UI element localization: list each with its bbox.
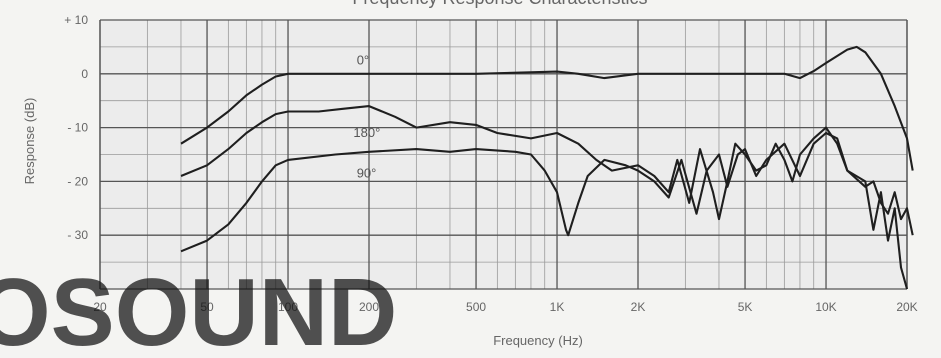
x-tick-label: 20 xyxy=(93,300,107,314)
series-line-3 xyxy=(180,131,909,290)
y-tick-label: - 20 xyxy=(67,174,88,188)
y-tick-labels: + 10 0 - 10 - 20 - 30 xyxy=(64,13,88,242)
y-axis-label: Response (dB) xyxy=(22,98,37,185)
series-lines xyxy=(180,45,914,290)
x-tick-label: 20K xyxy=(896,300,917,314)
x-tick-label: 5K xyxy=(738,300,753,314)
x-tick-label: 1K xyxy=(550,300,565,314)
watermark-logo: OSOUND xyxy=(0,259,397,353)
series-line-1 xyxy=(180,45,914,171)
series-labels: 0° 180° 90° xyxy=(353,52,380,180)
x-tick-label: 50 xyxy=(200,300,214,314)
x-tick-label: 2K xyxy=(631,300,646,314)
y-tick-label: - 10 xyxy=(67,121,88,135)
y-tick-label: 0 xyxy=(81,67,88,81)
x-tick-label: 10K xyxy=(815,300,836,314)
chart-title: Frequency Response Characteristics xyxy=(352,0,647,8)
series-label-2: 180° xyxy=(353,125,380,140)
x-tick-label: 500 xyxy=(466,300,486,314)
y-tick-label: + 10 xyxy=(64,13,88,27)
x-tick-label: 200 xyxy=(359,300,379,314)
x-tick-label: 100 xyxy=(278,300,298,314)
y-tick-label: - 30 xyxy=(67,228,88,242)
x-axis-label: Frequency (Hz) xyxy=(493,333,583,348)
series-label-3: 90° xyxy=(357,165,377,180)
series-label-1: 0° xyxy=(357,52,369,67)
x-tick-labels: 20 50 100 200 500 1K 2K 5K 10K 20K xyxy=(93,300,917,314)
